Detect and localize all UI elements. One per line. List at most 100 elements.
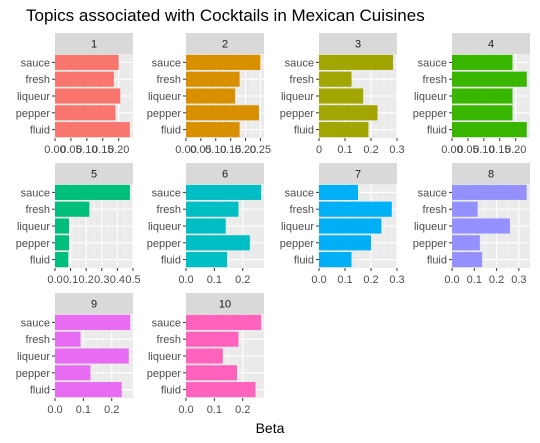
y-tick-label: fresh <box>157 334 181 346</box>
bar-fluid <box>319 122 369 138</box>
x-tick-label: 0.05 <box>60 144 81 156</box>
bar-liqueur <box>186 88 236 104</box>
bar-pepper <box>452 235 480 251</box>
y-tick-label: pepper <box>280 238 315 250</box>
x-tick-label: 0.3 <box>389 274 404 286</box>
x-tick-label: 0.05 <box>457 144 478 156</box>
facet-strip-label: 2 <box>222 39 228 51</box>
facet-strip <box>55 33 133 54</box>
facet-panel-8: 8 sauce fresh liqueur pepper fluid 0.0 0.1 0.2 0.… <box>413 163 530 286</box>
bar-pepper <box>55 365 91 381</box>
x-tick-label: 0.10 <box>473 144 494 156</box>
facet-panel-9: 9 sauce fresh liqueur pepper fluid 0.0 0.1 0.2 <box>16 293 133 416</box>
x-tick-label: 0.0 <box>47 404 62 416</box>
y-tick-label: fluid <box>427 125 447 137</box>
facet-strip-label: 6 <box>222 169 228 181</box>
x-tick-label: 0.5 <box>125 274 140 286</box>
bar-fresh <box>186 201 239 217</box>
y-tick-label: pepper <box>16 108 51 120</box>
y-tick-label: fluid <box>161 255 181 267</box>
y-tick-label: fluid <box>30 385 50 397</box>
x-tick-label: 0.20 <box>505 144 526 156</box>
y-tick-label: fresh <box>290 74 314 86</box>
x-tick-label: 0.10 <box>76 144 97 156</box>
y-tick-label: fresh <box>157 204 181 216</box>
x-tick-label: 0.0 <box>178 404 193 416</box>
y-tick-label: liqueur <box>148 221 181 233</box>
y-tick-label: fluid <box>30 255 50 267</box>
bar-sauce <box>55 184 130 200</box>
y-tick-label: pepper <box>16 238 51 250</box>
bar-fluid <box>186 122 240 138</box>
bar-sauce <box>55 314 131 330</box>
bar-fluid <box>452 252 483 268</box>
x-tick-label: 0.00 <box>175 144 196 156</box>
x-tick-label: 0.0 <box>311 274 326 286</box>
bar-fresh <box>55 331 81 347</box>
y-tick-label: liqueur <box>17 91 50 103</box>
x-tick-label: 0.00 <box>44 144 65 156</box>
bar-sauce <box>186 314 262 330</box>
facet-panel-6: 6 sauce fresh liqueur pepper fluid 0.0 0.1 0.2 <box>147 163 264 286</box>
x-tick-label: 0.1 <box>63 274 78 286</box>
facet-strip-label: 5 <box>91 169 97 181</box>
facet-strip <box>452 163 530 184</box>
y-tick-label: pepper <box>147 368 182 380</box>
bar-fluid <box>55 122 130 138</box>
y-tick-label: liqueur <box>148 91 181 103</box>
y-tick-label: fresh <box>290 204 314 216</box>
y-tick-label: fresh <box>26 74 50 86</box>
y-tick-label: fluid <box>294 125 314 137</box>
chart-title: Topics associated with Cocktails in Mexi… <box>26 6 425 25</box>
bar-liqueur <box>186 348 223 364</box>
facet-strip-label: 1 <box>91 39 97 51</box>
facet-strip-label: 8 <box>488 169 494 181</box>
y-tick-label: fresh <box>423 74 447 86</box>
y-tick-label: fresh <box>157 74 181 86</box>
x-tick-label: 0.3 <box>511 274 526 286</box>
facet-strip <box>319 33 397 54</box>
bar-fresh <box>186 331 239 347</box>
bar-pepper <box>55 235 70 251</box>
x-tick-label: 0.25 <box>250 144 271 156</box>
facet-strip <box>186 163 264 184</box>
x-tick-label: 0.15 <box>489 144 510 156</box>
y-tick-label: sauce <box>152 57 181 69</box>
bar-liqueur <box>319 218 382 234</box>
bar-liqueur <box>452 88 513 104</box>
y-tick-label: fresh <box>26 334 50 346</box>
bar-sauce <box>319 184 358 200</box>
x-tick-label: 0.3 <box>94 274 109 286</box>
x-tick-label: 0.2 <box>489 274 504 286</box>
y-tick-label: pepper <box>147 238 182 250</box>
x-tick-label: 0.3 <box>389 144 404 156</box>
x-tick-label: 0.0 <box>178 274 193 286</box>
y-tick-label: fluid <box>427 255 447 267</box>
y-tick-label: liqueur <box>148 351 181 363</box>
y-tick-label: liqueur <box>17 221 50 233</box>
bar-sauce <box>186 54 261 70</box>
bar-pepper <box>55 105 116 121</box>
facet-panel-10: 10 sauce fresh liqueur pepper fluid 0.0 0.1 0.2 <box>147 293 264 416</box>
bar-fresh <box>186 71 240 87</box>
x-tick-label: 0.1 <box>207 274 222 286</box>
bar-fresh <box>452 201 478 217</box>
x-tick-label: 0.00 <box>441 144 462 156</box>
facet-strip <box>55 293 133 314</box>
facet-strip <box>55 163 133 184</box>
x-tick-label: 0.1 <box>337 274 352 286</box>
y-tick-label: sauce <box>418 57 447 69</box>
x-tick-label: 0.0 <box>444 274 459 286</box>
y-tick-label: sauce <box>285 57 314 69</box>
facet-strip-label: 3 <box>355 39 361 51</box>
y-tick-label: liqueur <box>17 351 50 363</box>
bar-liqueur <box>186 218 226 234</box>
bar-fresh <box>55 71 114 87</box>
facet-strip-label: 4 <box>488 39 494 51</box>
facet-strip <box>319 163 397 184</box>
bar-sauce <box>186 184 262 200</box>
bar-sauce <box>319 54 394 70</box>
